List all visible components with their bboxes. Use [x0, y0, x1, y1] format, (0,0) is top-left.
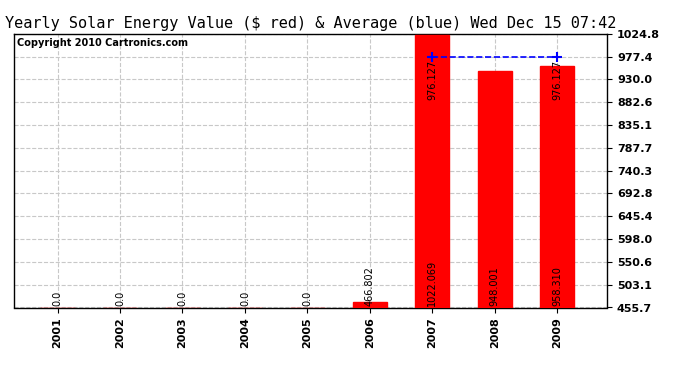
Bar [415, 35, 449, 308]
Bar [540, 66, 574, 308]
Bar [477, 71, 512, 308]
Bar [353, 302, 387, 307]
Text: 948.001: 948.001 [490, 266, 500, 306]
Text: 466.802: 466.802 [365, 266, 375, 306]
Text: Copyright 2010 Cartronics.com: Copyright 2010 Cartronics.com [17, 38, 188, 48]
Text: 976.127: 976.127 [552, 60, 562, 100]
Text: 976.127: 976.127 [427, 60, 437, 100]
Text: 1022.069: 1022.069 [427, 260, 437, 306]
Text: 0.0: 0.0 [177, 291, 188, 306]
Text: 0.0: 0.0 [240, 291, 250, 306]
Title: Yearly Solar Energy Value ($ red) & Average (blue) Wed Dec 15 07:42: Yearly Solar Energy Value ($ red) & Aver… [5, 16, 616, 31]
Text: 0.0: 0.0 [115, 291, 125, 306]
Text: 958.310: 958.310 [552, 266, 562, 306]
Text: 0.0: 0.0 [52, 291, 63, 306]
Text: 0.0: 0.0 [302, 291, 313, 306]
